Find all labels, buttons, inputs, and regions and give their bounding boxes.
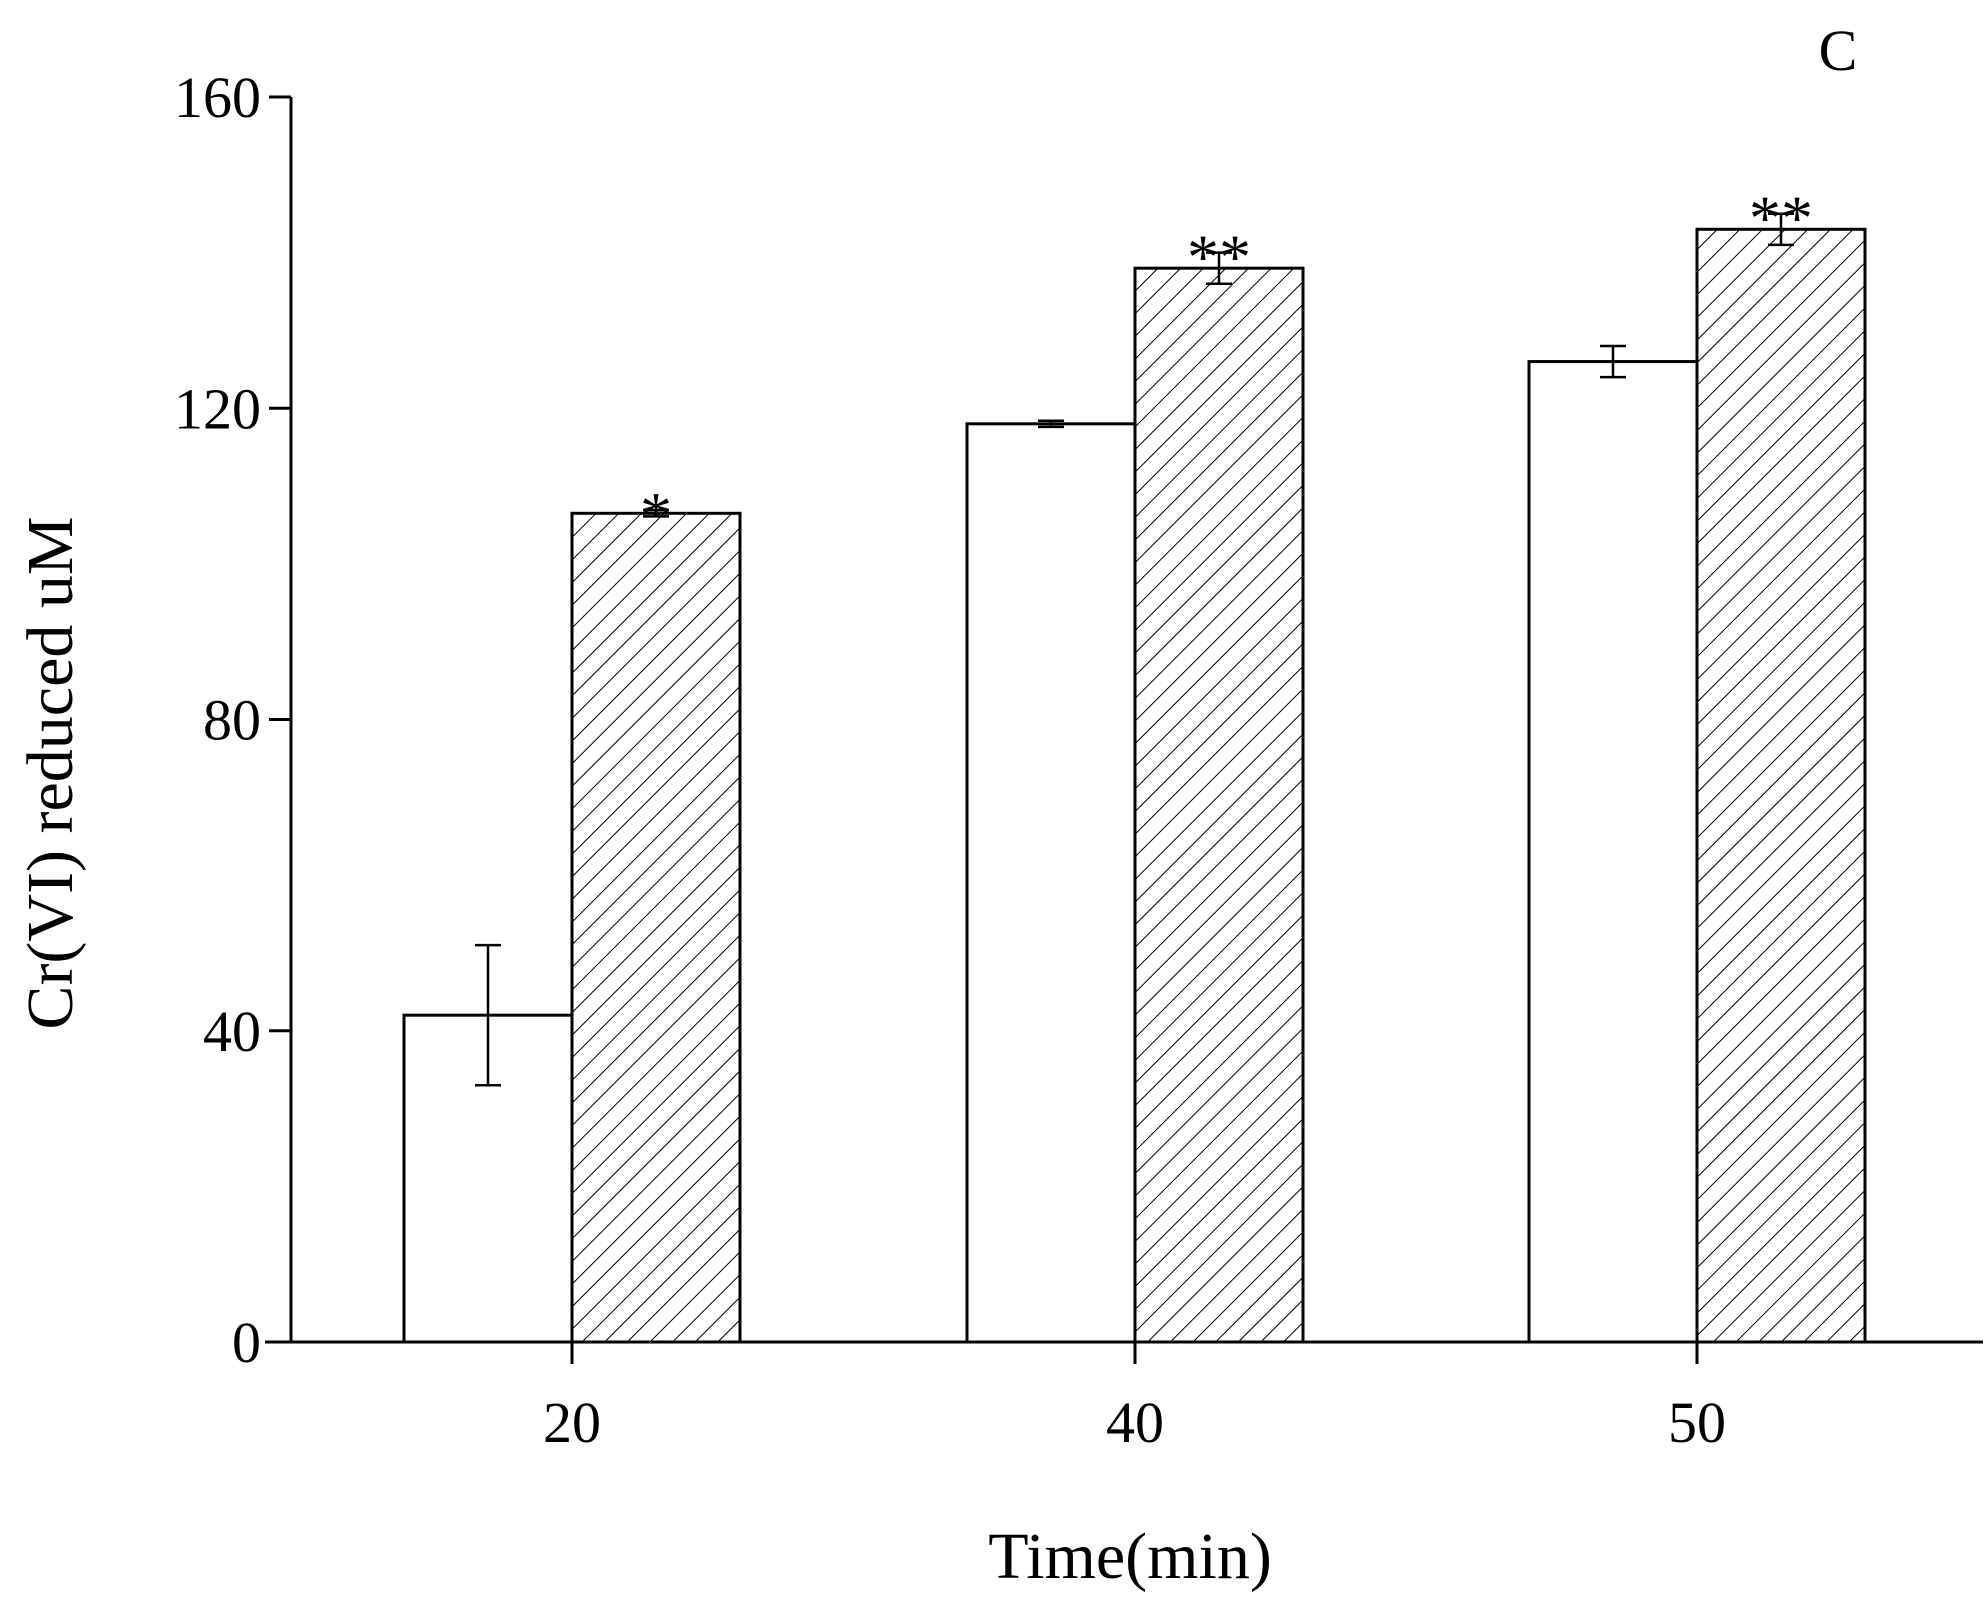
x-tick-label-40: 40: [1106, 1390, 1164, 1455]
significance-mark-50: **: [1749, 183, 1813, 254]
x-tick-label-50: 50: [1668, 1390, 1726, 1455]
y-tick-label-80: 80: [203, 688, 261, 753]
error-bar-treatment-40: [1206, 251, 1232, 285]
bar-treatment-40: [1133, 266, 1305, 1344]
significance-mark-40: **: [1187, 222, 1251, 293]
x-tick-label-20: 20: [543, 1390, 601, 1455]
error-bar-treatment-50: [1768, 212, 1794, 247]
error-bar-control-50: [1600, 344, 1626, 379]
bar-control-50: [1527, 360, 1699, 1344]
bar-control-40: [965, 422, 1137, 1344]
y-axis-title: Cr(VI) reduced uM: [14, 516, 87, 1029]
bars-layer: [402, 227, 1867, 1344]
bar-treatment-20: [570, 511, 742, 1344]
x-axis-title: Time(min): [988, 1520, 1272, 1593]
y-tick-label-160: 160: [174, 65, 261, 130]
axes-layer: 0 40 80 120 160 20 40 50: [174, 65, 1983, 1455]
error-bar-treatment-20: [643, 508, 669, 518]
significance-mark-20: *: [640, 479, 672, 550]
error-bar-control-40: [1038, 419, 1064, 429]
panel-label: C: [1819, 18, 1858, 83]
error-bars-layer: [475, 212, 1794, 1087]
y-tick-label-0: 0: [232, 1310, 261, 1375]
y-tick-label-40: 40: [203, 999, 261, 1064]
significance-layer: *****: [640, 183, 1813, 550]
error-bar-control-20: [475, 943, 501, 1087]
bar-treatment-50: [1695, 227, 1867, 1344]
y-tick-label-120: 120: [174, 376, 261, 441]
